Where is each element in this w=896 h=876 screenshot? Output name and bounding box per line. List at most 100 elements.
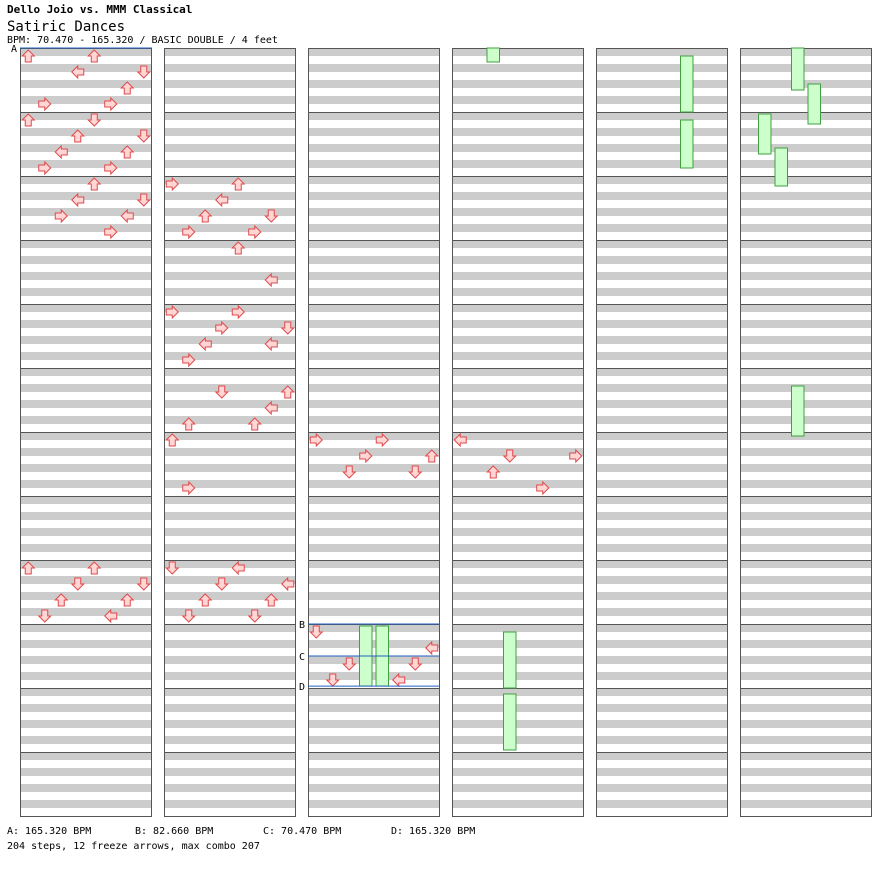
step-stats: 204 steps, 12 freeze arrows, max combo 2…: [7, 841, 260, 852]
stripe: [20, 496, 152, 504]
stripe: [164, 112, 296, 120]
step-arrow-shape: [215, 192, 229, 208]
stripe: [596, 176, 728, 184]
step-arrow: [182, 352, 196, 368]
stripe: [596, 288, 728, 296]
stripe: [452, 688, 584, 696]
step-arrow-shape: [165, 561, 180, 575]
step-arrow-shape: [181, 417, 196, 431]
stripe: [596, 784, 728, 792]
stripe: [452, 272, 584, 280]
stripe: [308, 528, 440, 536]
stripe: [308, 784, 440, 792]
stripe: [596, 384, 728, 392]
step-arrow: [21, 113, 36, 127]
stripe: [164, 544, 296, 552]
step-arrow: [264, 400, 278, 416]
step-arrow-shape: [21, 561, 36, 575]
step-arrow-shape: [486, 465, 501, 479]
stripe: [596, 512, 728, 520]
step-arrow: [181, 609, 196, 623]
stripe: [452, 640, 584, 648]
stripe: [740, 368, 872, 376]
stripe: [452, 256, 584, 264]
stripe: [452, 576, 584, 584]
stripe: [20, 224, 152, 232]
step-arrow-shape: [38, 96, 52, 112]
step-arrow-shape: [136, 577, 151, 591]
step-arrow-shape: [280, 385, 295, 399]
stripe: [20, 720, 152, 728]
stripe: [164, 320, 296, 328]
step-arrow: [408, 465, 423, 479]
stripe: [164, 736, 296, 744]
step-arrow-shape: [425, 640, 439, 656]
step-arrow: [264, 593, 279, 607]
stripe: [20, 272, 152, 280]
step-arrow: [264, 336, 278, 352]
stripe: [596, 112, 728, 120]
step-arrow-shape: [264, 400, 278, 416]
stripe: [596, 336, 728, 344]
stripe: [596, 144, 728, 152]
stripe: [20, 128, 152, 136]
step-arrow-shape: [165, 304, 179, 320]
stripe: [452, 208, 584, 216]
stripe: [308, 64, 440, 72]
stripe: [596, 752, 728, 760]
stripe: [20, 368, 152, 376]
measure-box: [20, 752, 152, 817]
stripe: [452, 560, 584, 568]
stripe: [308, 224, 440, 232]
bpm-a: A: 165.320 BPM: [7, 826, 92, 837]
stripe: [308, 304, 440, 312]
measure-box: [452, 752, 584, 817]
stripe: [308, 240, 440, 248]
stripe: [596, 80, 728, 88]
step-arrow: [247, 417, 262, 431]
stripe: [596, 480, 728, 488]
step-arrow: [424, 449, 439, 463]
stripe: [596, 736, 728, 744]
stripe: [308, 160, 440, 168]
stripe: [740, 192, 872, 200]
stripe: [452, 176, 584, 184]
step-arrow-shape: [181, 609, 196, 623]
freeze-arrow: [758, 113, 772, 155]
step-arrow-shape: [231, 560, 245, 576]
step-arrow: [104, 96, 118, 112]
step-arrow-shape: [215, 320, 229, 336]
stripe: [452, 368, 584, 376]
step-arrow: [247, 609, 262, 623]
step-arrow: [231, 177, 246, 191]
stripe: [20, 608, 152, 616]
stripe: [308, 96, 440, 104]
stripe: [596, 576, 728, 584]
stripe: [20, 432, 152, 440]
step-arrow-shape: [408, 657, 423, 671]
stripe: [308, 432, 440, 440]
stripe: [596, 672, 728, 680]
step-arrow-shape: [231, 304, 245, 320]
stripe: [740, 176, 872, 184]
stripe: [452, 624, 584, 632]
stripe: [164, 464, 296, 472]
stripe: [164, 176, 296, 184]
step-arrow: [408, 657, 423, 671]
step-arrow-shape: [71, 192, 85, 208]
stripe: [20, 752, 152, 760]
stripe: [20, 96, 152, 104]
stripe: [452, 224, 584, 232]
step-arrow: [309, 432, 323, 448]
stripe: [596, 416, 728, 424]
step-arrow-shape: [247, 417, 262, 431]
stripe: [20, 160, 152, 168]
step-arrow: [70, 577, 85, 591]
step-arrow-shape: [214, 577, 229, 591]
step-arrow: [70, 129, 85, 143]
stripe: [164, 304, 296, 312]
step-arrow: [309, 625, 324, 639]
stripe: [164, 336, 296, 344]
stripe: [740, 352, 872, 360]
